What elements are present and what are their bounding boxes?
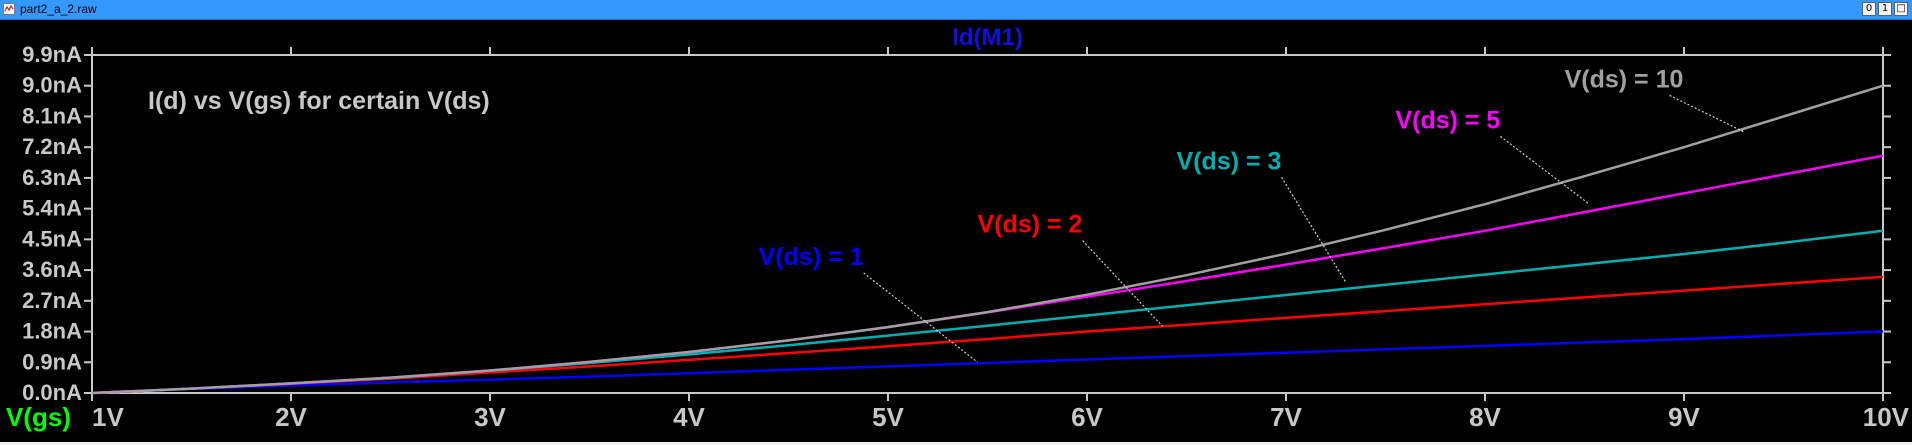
series-label: V(ds) = 2 xyxy=(978,211,1083,239)
y-tick-label: 3.6nA xyxy=(22,257,82,282)
title-bar[interactable]: part2_a_2.raw 0 1 □ xyxy=(0,0,1912,20)
y-tick-label: 0.0nA xyxy=(22,380,82,405)
chart[interactable]: 0.0nA 0.9nA 1.8nA 2.7nA 3.6nA 4.5nA 5.4nA 6.3nA… xyxy=(0,20,1912,442)
x-tick-label: 8V xyxy=(1469,402,1501,432)
x-tick-label: 1V xyxy=(92,402,124,432)
y-tick-label: 9.0nA xyxy=(22,73,82,98)
x-tick-label: 3V xyxy=(474,402,506,432)
minimize-button[interactable]: 0 xyxy=(1862,2,1876,16)
y-tick-label: 4.5nA xyxy=(22,226,82,251)
series-label: V(ds) = 10 xyxy=(1565,65,1684,93)
label-pointer xyxy=(1082,240,1164,327)
label-pointer xyxy=(1500,135,1589,204)
y-tick-label: 9.9nA xyxy=(22,42,82,67)
y-tick-label: 7.2nA xyxy=(22,134,82,159)
series-label: V(ds) = 1 xyxy=(759,243,864,271)
x-tick-label: 2V xyxy=(275,402,307,432)
window-title: part2_a_2.raw xyxy=(20,2,97,16)
y-tick-label: 1.8nA xyxy=(22,319,82,344)
restore-button[interactable]: 1 xyxy=(1878,2,1892,16)
plot-canvas[interactable] xyxy=(0,20,1912,442)
x-tick-label: 4V xyxy=(673,402,705,432)
series-label: V(ds) = 3 xyxy=(1177,147,1282,175)
series-label: V(ds) = 5 xyxy=(1395,106,1500,134)
x-axis-label: V(gs) xyxy=(6,402,71,432)
series-line-0[interactable] xyxy=(91,330,1884,395)
chart-title: Id(M1) xyxy=(952,24,1023,51)
window-controls: 0 1 □ xyxy=(1862,2,1908,16)
label-pointer xyxy=(1281,177,1347,283)
plot-annotation: I(d) vs V(gs) for certain V(ds) xyxy=(148,87,490,115)
label-pointer xyxy=(1669,94,1744,133)
series-line-3[interactable] xyxy=(91,154,1884,395)
maximize-button[interactable]: □ xyxy=(1894,2,1908,16)
x-tick-label: 9V xyxy=(1668,402,1700,432)
waveform-icon xyxy=(3,3,15,15)
series-line-1[interactable] xyxy=(91,275,1884,395)
y-tick-label: 8.1nA xyxy=(22,103,82,128)
x-tick-label: 10V xyxy=(1863,402,1910,432)
y-tick-label: 6.3nA xyxy=(22,165,82,190)
y-tick-label: 2.7nA xyxy=(22,288,82,313)
y-tick-label: 0.9nA xyxy=(22,349,82,374)
x-tick-label: 6V xyxy=(1071,402,1103,432)
series-line-4[interactable] xyxy=(91,84,1884,395)
plot-frame xyxy=(91,54,1884,394)
x-tick-label: 7V xyxy=(1270,402,1302,432)
label-pointer xyxy=(863,272,978,363)
x-tick-label: 5V xyxy=(872,402,904,432)
y-tick-label: 5.4nA xyxy=(22,196,82,221)
